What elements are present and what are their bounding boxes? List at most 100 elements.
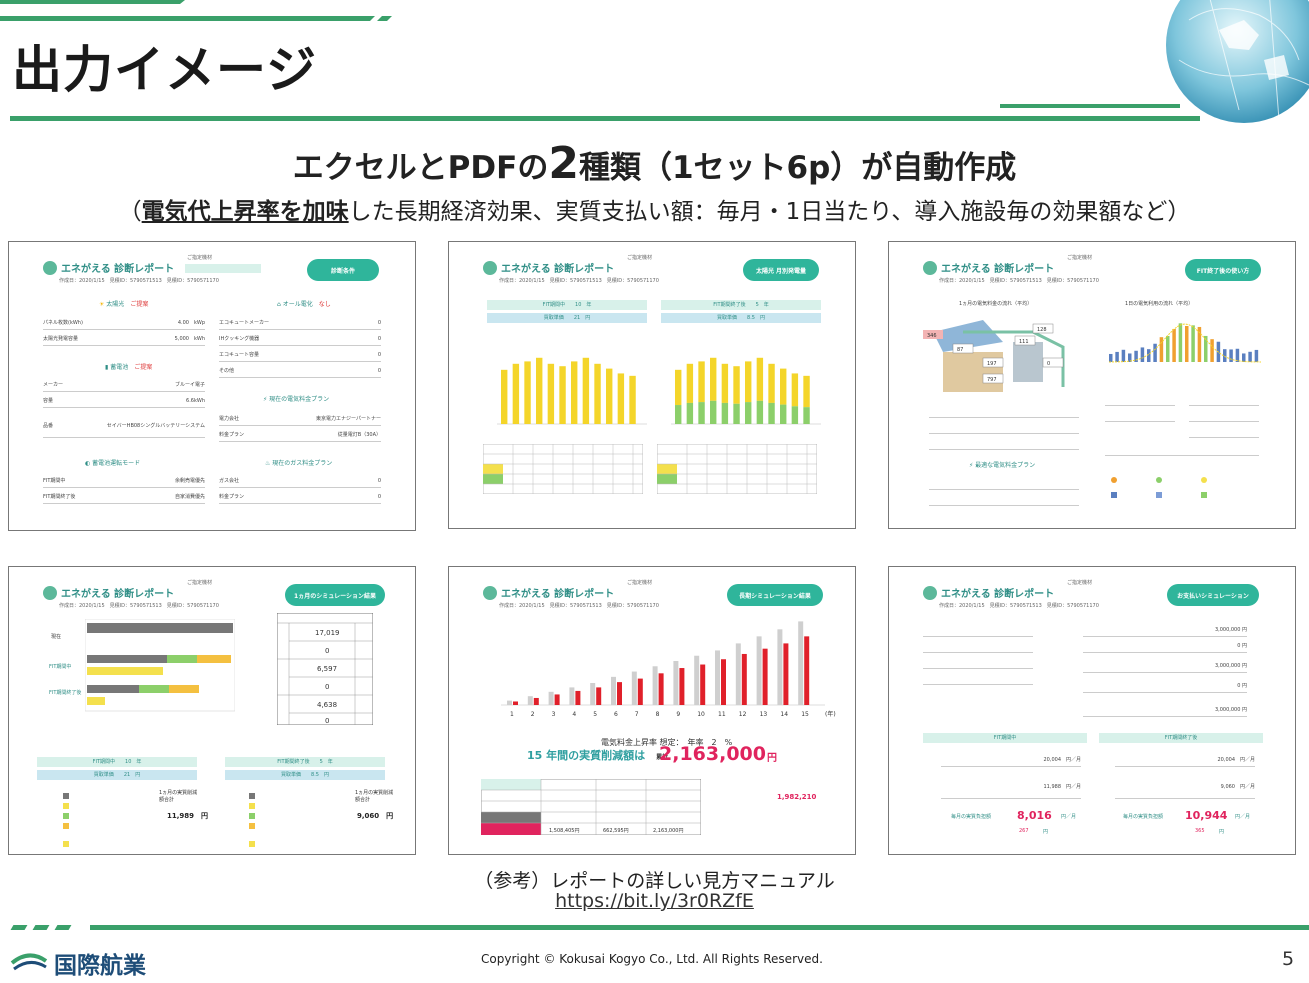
generation-bar: [501, 369, 508, 424]
gray-bar: [798, 621, 804, 705]
total-value: 17,019: [315, 629, 340, 637]
red-bar: [700, 664, 706, 705]
x-tick-label: 6: [614, 711, 618, 718]
x-tick-label: 7: [635, 711, 639, 718]
usage-bar: [1223, 349, 1227, 362]
generation-bar: [756, 357, 764, 401]
totals-table: 17,019 0 6,597 0 4,638 0: [277, 613, 373, 725]
battery-label: ▮ 蓄電池 ご提案: [105, 364, 153, 371]
fit-after-header: FIT期間終了後: [1099, 733, 1263, 743]
x-tick-label: 12: [739, 711, 747, 718]
row: 電力会社 東京電力エナジーパートナー: [219, 412, 381, 426]
usage-bar: [1197, 326, 1202, 362]
table-cell: 662,595円: [603, 828, 629, 834]
total-value: 4,638: [317, 701, 337, 709]
report-tag: ご指定機材: [187, 580, 213, 586]
day-title: 1日の電気利用の流れ（平均）: [1125, 301, 1194, 307]
tag-box: [185, 264, 261, 273]
red-bar: [617, 682, 622, 705]
usage-bar: [1178, 323, 1183, 362]
row: 品番 セイバーHB08シングルバッテリーシステム: [43, 414, 205, 438]
generation-bar-segment: [791, 406, 799, 424]
row: [923, 655, 1033, 669]
row: 容量 6.6kWh: [43, 394, 205, 408]
row: [923, 639, 1033, 653]
fit-after-row: FIT期間終了後 5 年: [225, 757, 385, 767]
headline: エクセルとPDFの2種類（1セット6p）が自動作成: [0, 138, 1309, 189]
row: メーカー ブルーイ電子: [43, 378, 205, 392]
red-bar: [596, 687, 602, 705]
usage-bar: [1140, 347, 1145, 362]
row: 太陽光発電容量 5,000 kWh: [43, 332, 205, 346]
total-value: 6,597: [317, 665, 337, 673]
report-meta: 作成日：2020/1/15 見積ID：5790571513 見積ID：57905…: [939, 278, 1099, 284]
usage-bar: [1191, 325, 1195, 362]
report-logo: エネがえる 診断レポート: [43, 585, 174, 600]
monthly-cost-bars: [85, 619, 235, 712]
usage-bar: [1166, 335, 1170, 362]
total-value: 2,163,000: [659, 743, 766, 765]
long-term-chart: 1 2 3 4 5 6 7 8 9 10 11 12 13 14 15 (年): [501, 621, 836, 718]
gray-bar: [777, 629, 783, 705]
red-bar: [741, 653, 747, 705]
report-logo: エネがえる 診断レポート: [923, 585, 1054, 600]
pay-during: 8,016: [1017, 809, 1052, 822]
generation-bar-segment: [698, 402, 705, 424]
usage-bar: [1242, 353, 1246, 362]
generation-bar: [617, 373, 625, 424]
usage-bar: [1229, 349, 1233, 362]
report-meta: 作成日：2020/1/15 見積ID：5790571513 見積ID：57905…: [499, 278, 659, 284]
generation-bar: [559, 366, 566, 424]
title-rule: [10, 116, 1200, 121]
generation-bar-segment: [803, 407, 810, 424]
subline: （電気代上昇率を加味した長期経済効果、実質支払い額：毎月・1日当たり、導入施設毎…: [0, 192, 1309, 226]
red-bar: [804, 636, 810, 705]
generation-bar-segment: [686, 402, 694, 424]
flow-value: 87: [957, 347, 963, 353]
generation-bar: [791, 373, 799, 407]
report-thumbnail-monthly-generation: エネがえる 診断レポート 作成日：2020/1/15 見積ID：57905715…: [448, 241, 856, 529]
flow-value: 346: [927, 333, 937, 339]
rise-line: 電気料金上昇率 想定： 年率 2 %: [601, 738, 733, 747]
generation-bar: [675, 369, 682, 406]
report-tag: ご指定機材: [1067, 580, 1093, 586]
fit-during-row: FIT期間中 10 年: [487, 300, 647, 310]
row: [929, 404, 1079, 418]
generation-bar: [606, 368, 613, 424]
leaf-icon: [43, 260, 57, 275]
top-decoration-stripes: [0, 0, 392, 21]
pay-label: 毎月の実質負担額: [1123, 814, 1164, 820]
x-tick-label: 11: [718, 711, 726, 718]
usage-bar: [1235, 348, 1240, 362]
copyright: Copyright © Kokusai Kogyo Co., Ltd. All …: [481, 952, 823, 966]
generation-bar: [803, 375, 810, 408]
battery-icon: ▮: [105, 364, 111, 371]
report-meta: 作成日：2020/1/15 見積ID：5790571513 見積ID：57905…: [59, 603, 219, 609]
red-bar: [658, 673, 664, 705]
total-line: 15 年間の実質削減額は 累計: [527, 749, 669, 762]
row: [929, 420, 1079, 434]
x-tick-label: 9: [676, 711, 680, 718]
energy-flow-diagram: 346 128 111 87 197 797 0: [923, 320, 1065, 392]
row: [1105, 442, 1259, 456]
gray-bar: [611, 676, 616, 705]
generation-chart-fit-after: [671, 357, 821, 425]
generation-bar: [780, 368, 787, 405]
footer-dash: [32, 925, 50, 930]
saving-during: 11,989 円: [167, 812, 209, 820]
row: IHクッキング機器 0: [219, 332, 381, 346]
company-name: 国際航業: [54, 953, 146, 979]
total-unit: 円: [767, 753, 777, 764]
manual-link[interactable]: https://bit.ly/3r0RZfE: [555, 890, 754, 912]
usage-bar: [1109, 353, 1113, 362]
daily-usage-chart: [1108, 323, 1262, 363]
row: エコキュート容量 0: [219, 348, 381, 362]
daily-unit: 円: [1219, 829, 1225, 835]
row-label: FIT期間中: [49, 664, 72, 670]
saving-row: 11,988 円／月: [941, 775, 1081, 799]
report-pill: 診断条件: [307, 259, 379, 281]
generation-bar: [582, 357, 590, 424]
usage-bar: [1121, 349, 1126, 362]
total-value: 0: [325, 717, 329, 725]
x-tick-label: 10: [697, 711, 705, 718]
